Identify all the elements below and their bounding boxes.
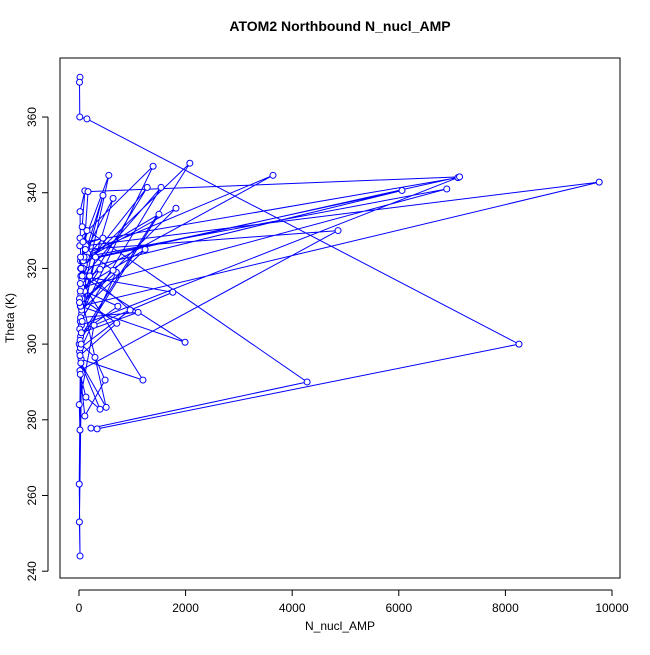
data-point: [139, 376, 147, 384]
data-point: [75, 518, 83, 526]
data-point: [181, 338, 189, 346]
data-point: [96, 405, 104, 413]
data-point: [84, 188, 92, 196]
data-point: [398, 186, 406, 194]
data-point: [77, 329, 85, 337]
data-point: [76, 298, 84, 306]
data-point: [81, 245, 89, 253]
data-point: [186, 159, 194, 167]
data-point: [102, 403, 110, 411]
data-point: [86, 272, 94, 280]
data-point: [79, 238, 87, 246]
y-tick-label: 240: [25, 561, 39, 581]
data-point: [334, 227, 342, 235]
y-tick-label: 340: [25, 182, 39, 202]
data-point: [76, 280, 84, 288]
data-point: [515, 340, 523, 348]
data-point: [99, 234, 107, 242]
data-point: [109, 194, 117, 202]
y-axis-label: Theta (K): [3, 293, 17, 343]
data-point: [76, 78, 84, 86]
chart-title: ATOM2 Northbound N_nucl_AMP: [229, 18, 450, 34]
data-point: [109, 266, 117, 274]
data-point: [169, 288, 177, 296]
data-point: [82, 393, 90, 401]
data-point: [87, 424, 95, 432]
data-point: [78, 223, 86, 231]
data-point: [83, 115, 91, 123]
data-point: [93, 425, 101, 433]
data-point: [303, 378, 311, 386]
data-point: [157, 183, 165, 191]
y-tick-label: 360: [25, 107, 39, 127]
data-point: [134, 308, 142, 316]
data-point: [77, 253, 85, 261]
x-axis-label: N_nucl_AMP: [305, 619, 375, 633]
data-point: [443, 185, 451, 193]
data-point: [76, 287, 84, 295]
data-point: [77, 264, 85, 272]
data-point: [81, 412, 89, 420]
data-point: [595, 178, 603, 186]
data-point: [76, 370, 84, 378]
x-tick-label: 10000: [595, 601, 629, 615]
data-point: [114, 302, 122, 310]
data-point: [76, 552, 84, 560]
data-point: [77, 340, 85, 348]
data-point: [76, 113, 84, 121]
data-point: [113, 319, 121, 327]
data-point: [77, 359, 85, 367]
x-tick-label: 4000: [279, 601, 306, 615]
data-point: [96, 265, 104, 273]
data-point: [75, 480, 83, 488]
data-point: [83, 227, 91, 235]
plot-frame: [59, 57, 621, 579]
data-point: [76, 426, 84, 434]
data-point: [456, 173, 464, 181]
data-point: [141, 245, 149, 253]
data-point: [78, 317, 86, 325]
y-tick-label: 300: [25, 334, 39, 354]
data-point: [172, 204, 180, 212]
data-point: [76, 208, 84, 216]
y-tick-label: 320: [25, 258, 39, 278]
data-point: [126, 306, 134, 314]
data-point: [269, 171, 277, 179]
data-point: [105, 171, 113, 179]
data-point: [75, 401, 83, 409]
data-point: [99, 191, 107, 199]
data-point: [91, 353, 99, 361]
x-tick-label: 2000: [172, 601, 199, 615]
y-tick-label: 260: [25, 485, 39, 505]
x-tick-label: 0: [76, 601, 83, 615]
data-point: [91, 253, 99, 261]
data-point: [78, 272, 86, 280]
data-point: [90, 321, 98, 329]
y-tick-label: 280: [25, 409, 39, 429]
data-point: [76, 351, 84, 359]
data-point: [101, 376, 109, 384]
data-point: [149, 162, 157, 170]
data-point: [143, 183, 151, 191]
x-tick-label: 6000: [385, 601, 412, 615]
data-point: [155, 210, 163, 218]
x-tick-label: 8000: [492, 601, 519, 615]
